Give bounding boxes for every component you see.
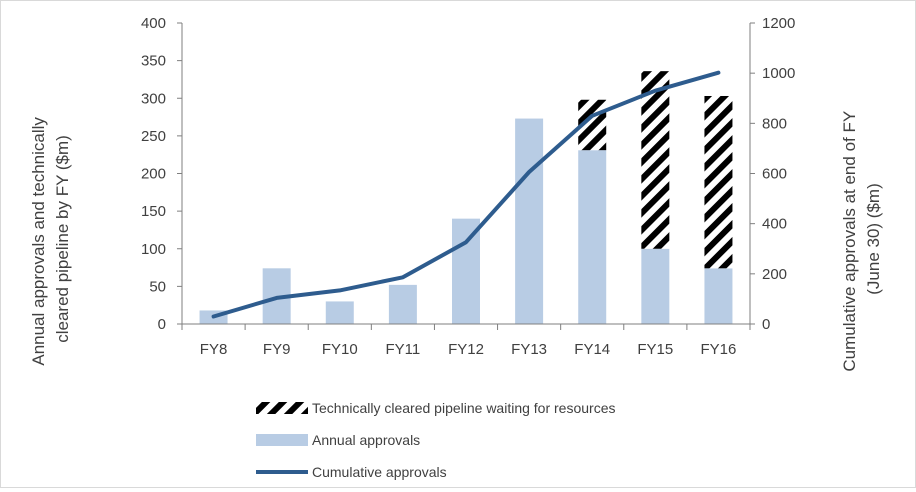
right-tick-label: 200 <box>762 266 787 283</box>
left-tick-label: 150 <box>141 203 166 220</box>
pipeline-bar-FY15 <box>641 71 670 249</box>
left-tick-label: 0 <box>158 316 166 333</box>
x-tick-label: FY13 <box>511 341 547 358</box>
right-axis-title-line-2: (June 30) ($m) <box>864 183 883 294</box>
x-tick-label: FY9 <box>263 341 291 358</box>
legend-label: Technically cleared pipeline waiting for… <box>312 400 616 416</box>
annual-approvals-bar-FY11 <box>388 284 417 324</box>
x-tick-label: FY11 <box>386 341 421 358</box>
annual-approvals-bar-FY15 <box>641 248 670 324</box>
x-tick-label: FY10 <box>322 341 358 358</box>
left-tick-label: 50 <box>149 278 166 295</box>
cumulative-approvals-line <box>211 70 721 319</box>
legend-label: Cumulative approvals <box>312 464 447 480</box>
ticks-layer: 0 50 100 150 200 250 300 350 400 0 200 400 600 800 100… <box>141 15 795 358</box>
left-tick-label: 100 <box>141 241 166 258</box>
right-tick-label: 600 <box>762 166 787 183</box>
bars-layer <box>199 71 733 324</box>
annual-approvals-bar-FY16 <box>704 268 733 324</box>
legend-swatch-annual <box>256 434 308 446</box>
left-axis-title-line-2: cleared pipeline by FY ($m) <box>53 135 72 343</box>
legend: Technically cleared pipeline waiting for… <box>256 400 616 480</box>
legend-swatch-pipeline <box>256 402 308 414</box>
left-axis-title: Annual approvals and technically cleared… <box>29 112 72 365</box>
left-tick-label: 300 <box>141 90 166 107</box>
x-tick-label: FY12 <box>448 341 484 358</box>
right-tick-label: 800 <box>762 115 787 132</box>
right-tick-label: 1200 <box>762 15 795 32</box>
right-tick-label: 400 <box>762 216 787 233</box>
right-axis-title: Cumulative approvals at end of FY (June … <box>840 106 883 371</box>
left-axis-title-line-1: Annual approvals and technically <box>29 117 48 366</box>
annual-approvals-bar-FY10 <box>325 301 354 324</box>
pipeline-bar-FY16 <box>704 95 733 269</box>
x-tick-label: FY8 <box>200 341 228 358</box>
x-tick-label: FY14 <box>574 341 610 358</box>
left-tick-label: 400 <box>141 15 166 32</box>
left-tick-label: 350 <box>141 53 166 70</box>
x-tick-label: FY15 <box>637 341 673 358</box>
left-tick-label: 250 <box>141 128 166 145</box>
axes-layer <box>177 22 755 330</box>
annual-approvals-bar-FY12 <box>452 218 480 324</box>
right-axis-title-line-1: Cumulative approvals at end of FY <box>840 111 859 372</box>
legend-label: Annual approvals <box>312 432 420 448</box>
left-tick-label: 200 <box>141 166 166 183</box>
line-layer <box>211 70 721 319</box>
annual-approvals-bar-FY13 <box>515 118 544 324</box>
annual-approvals-bar-FY14 <box>578 150 607 324</box>
x-tick-label: FY16 <box>701 341 737 358</box>
right-tick-label: 0 <box>762 316 770 333</box>
right-tick-label: 1000 <box>762 65 795 82</box>
